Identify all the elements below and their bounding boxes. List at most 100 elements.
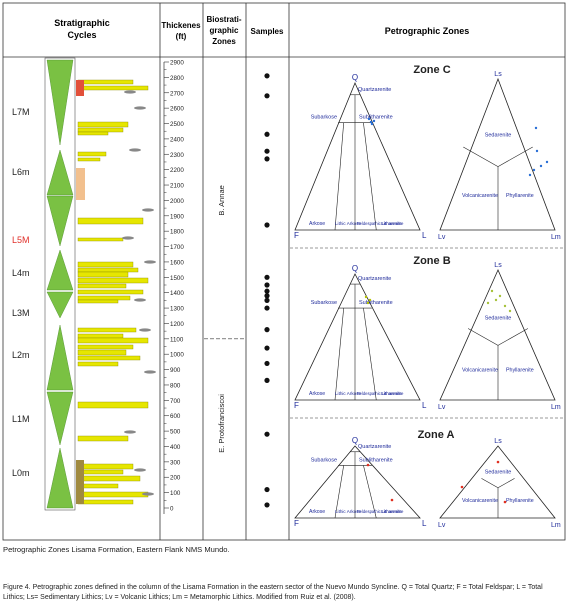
- lslvlm-triangle: [439, 269, 556, 401]
- scale-tick-label: 2700: [170, 90, 184, 97]
- lslvlm-apex-lv: Lv: [438, 404, 446, 411]
- sandstone-bed: [77, 271, 129, 278]
- header-petro: Petrographic Zones: [385, 26, 470, 36]
- sandstone-bed: [77, 85, 149, 91]
- sample-point: [264, 222, 270, 228]
- zone-title: Zone A: [418, 429, 455, 441]
- sandstone-bed: [77, 131, 109, 136]
- sample-point: [264, 327, 270, 333]
- cycle-triangle: [46, 291, 74, 319]
- channel-symbol: [142, 492, 154, 496]
- sandstone-bed: [77, 355, 141, 361]
- biozone-label: E. Protofranciscoi: [217, 394, 226, 453]
- qfl-apex-l: L: [422, 231, 427, 240]
- qfl-sample: [370, 122, 374, 126]
- qfl-region-label: Litharenite: [381, 509, 404, 515]
- lslvlm-line: [497, 146, 533, 167]
- sandstone-bed: [77, 157, 101, 162]
- sandstone-bed: [77, 299, 119, 304]
- cycle-label: L7M: [12, 107, 30, 117]
- scale-tick-label: 600: [170, 413, 181, 420]
- qfl-region-label: Feldespathic Litharenite: [357, 221, 402, 226]
- channel-symbol: [139, 328, 151, 332]
- qfl-region-label: Sublitharenite: [359, 457, 393, 463]
- lslvlm-sample: [532, 168, 536, 172]
- cycle-label: L0m: [12, 468, 30, 478]
- qfl-region-label: Quartzarenite: [358, 444, 391, 450]
- qfl-region-label: Sublitharenite: [359, 115, 393, 121]
- sandstone-bed: [77, 289, 144, 295]
- thickness-scale: 2900280027002600250024002300220021002000…: [163, 60, 184, 514]
- cycle-triangle: [46, 391, 74, 446]
- scale-tick-label: 1000: [170, 352, 184, 359]
- cycle-triangle: [46, 447, 74, 509]
- lslvlm-sample: [498, 294, 502, 298]
- cycle-triangle: [46, 195, 74, 247]
- lslvlm-apex-lv: Lv: [438, 522, 446, 529]
- qfl-line: [334, 307, 344, 401]
- header-cycles-1: Stratigraphic: [54, 18, 110, 28]
- sample-point: [264, 377, 270, 383]
- lslvlm-region-label: Volcanicarenite: [462, 193, 498, 199]
- qfl-region-label: Litharenite: [381, 391, 404, 397]
- sample-point: [264, 282, 270, 288]
- lslvlm-apex-lv: Lv: [438, 234, 446, 241]
- sandstone-bed: [77, 79, 134, 85]
- lslvlm-sample: [535, 149, 539, 153]
- scale-tick-label: 200: [170, 475, 181, 482]
- sandstone-bed: [77, 435, 129, 442]
- lslvlm-sample: [508, 309, 512, 313]
- sample-point: [264, 131, 270, 137]
- lslvlm-apex-ls: Ls: [494, 71, 502, 78]
- qfl-apex-f: F: [294, 401, 299, 410]
- scale-tick-label: 1900: [170, 213, 184, 220]
- lslvlm-sample: [539, 164, 543, 168]
- scale-tick-label: 2600: [170, 106, 184, 113]
- lslvlm-sample: [534, 126, 538, 130]
- sample-point: [264, 274, 270, 280]
- sandstone-bed: [77, 121, 129, 128]
- sandstone-bed: [77, 491, 149, 498]
- lslvlm-region-label: Volcanicarenite: [462, 367, 498, 373]
- sandstone-bed: [77, 469, 124, 475]
- scale-tick-label: 1200: [170, 321, 184, 328]
- scale-tick-label: 900: [170, 367, 181, 374]
- qfl-region-label: Subarkose: [311, 300, 337, 306]
- scale-tick-label: 2300: [170, 152, 184, 159]
- cycle-label: L4m: [12, 268, 30, 278]
- scale-tick-label: 2500: [170, 121, 184, 128]
- scale-tick-label: 2400: [170, 136, 184, 143]
- scale-tick-label: 100: [170, 490, 181, 497]
- channel-symbol: [144, 370, 156, 374]
- qfl-line: [363, 465, 377, 519]
- qfl-region-label: Feldespathic Litharenite: [357, 391, 402, 396]
- qfl-region-label: Litharenite: [381, 221, 404, 227]
- petrographic-zones: Zone C Q F L Quartzarenite Subarkose Sublithar…: [290, 64, 565, 529]
- header-thickness-2: (ft): [176, 32, 187, 41]
- zone-title: Zone C: [413, 64, 450, 76]
- channel-symbol: [134, 468, 146, 472]
- scale-tick-label: 2800: [170, 75, 184, 82]
- scale-tick-label: 2900: [170, 60, 184, 67]
- brown-unit: [76, 460, 84, 504]
- qfl-triangle: [294, 273, 421, 401]
- qfl-sample: [364, 295, 368, 299]
- biozones: B. Annae E. Protofranciscoi: [204, 185, 245, 453]
- sandstone-bed: [77, 151, 107, 157]
- sandstone-bed: [77, 267, 139, 273]
- scale-tick-label: 1800: [170, 229, 184, 236]
- sandstone-bed: [77, 499, 134, 505]
- scale-tick-label: 2200: [170, 167, 184, 174]
- sample-point: [264, 156, 270, 162]
- cycle-label: L1M: [12, 414, 30, 424]
- stratigraphic-figure: Stratigraphic Cycles Thickenes (ft) Bios…: [2, 2, 566, 541]
- channel-symbol: [144, 260, 156, 264]
- sample-point: [264, 360, 270, 367]
- scale-tick-label: 1600: [170, 259, 184, 266]
- scale-tick-label: 1500: [170, 275, 184, 282]
- sample-point: [264, 293, 270, 299]
- sandstone-bed: [77, 475, 141, 482]
- channel-symbol: [122, 236, 134, 240]
- samples: [264, 73, 270, 508]
- cycle-label: L5M: [12, 235, 30, 245]
